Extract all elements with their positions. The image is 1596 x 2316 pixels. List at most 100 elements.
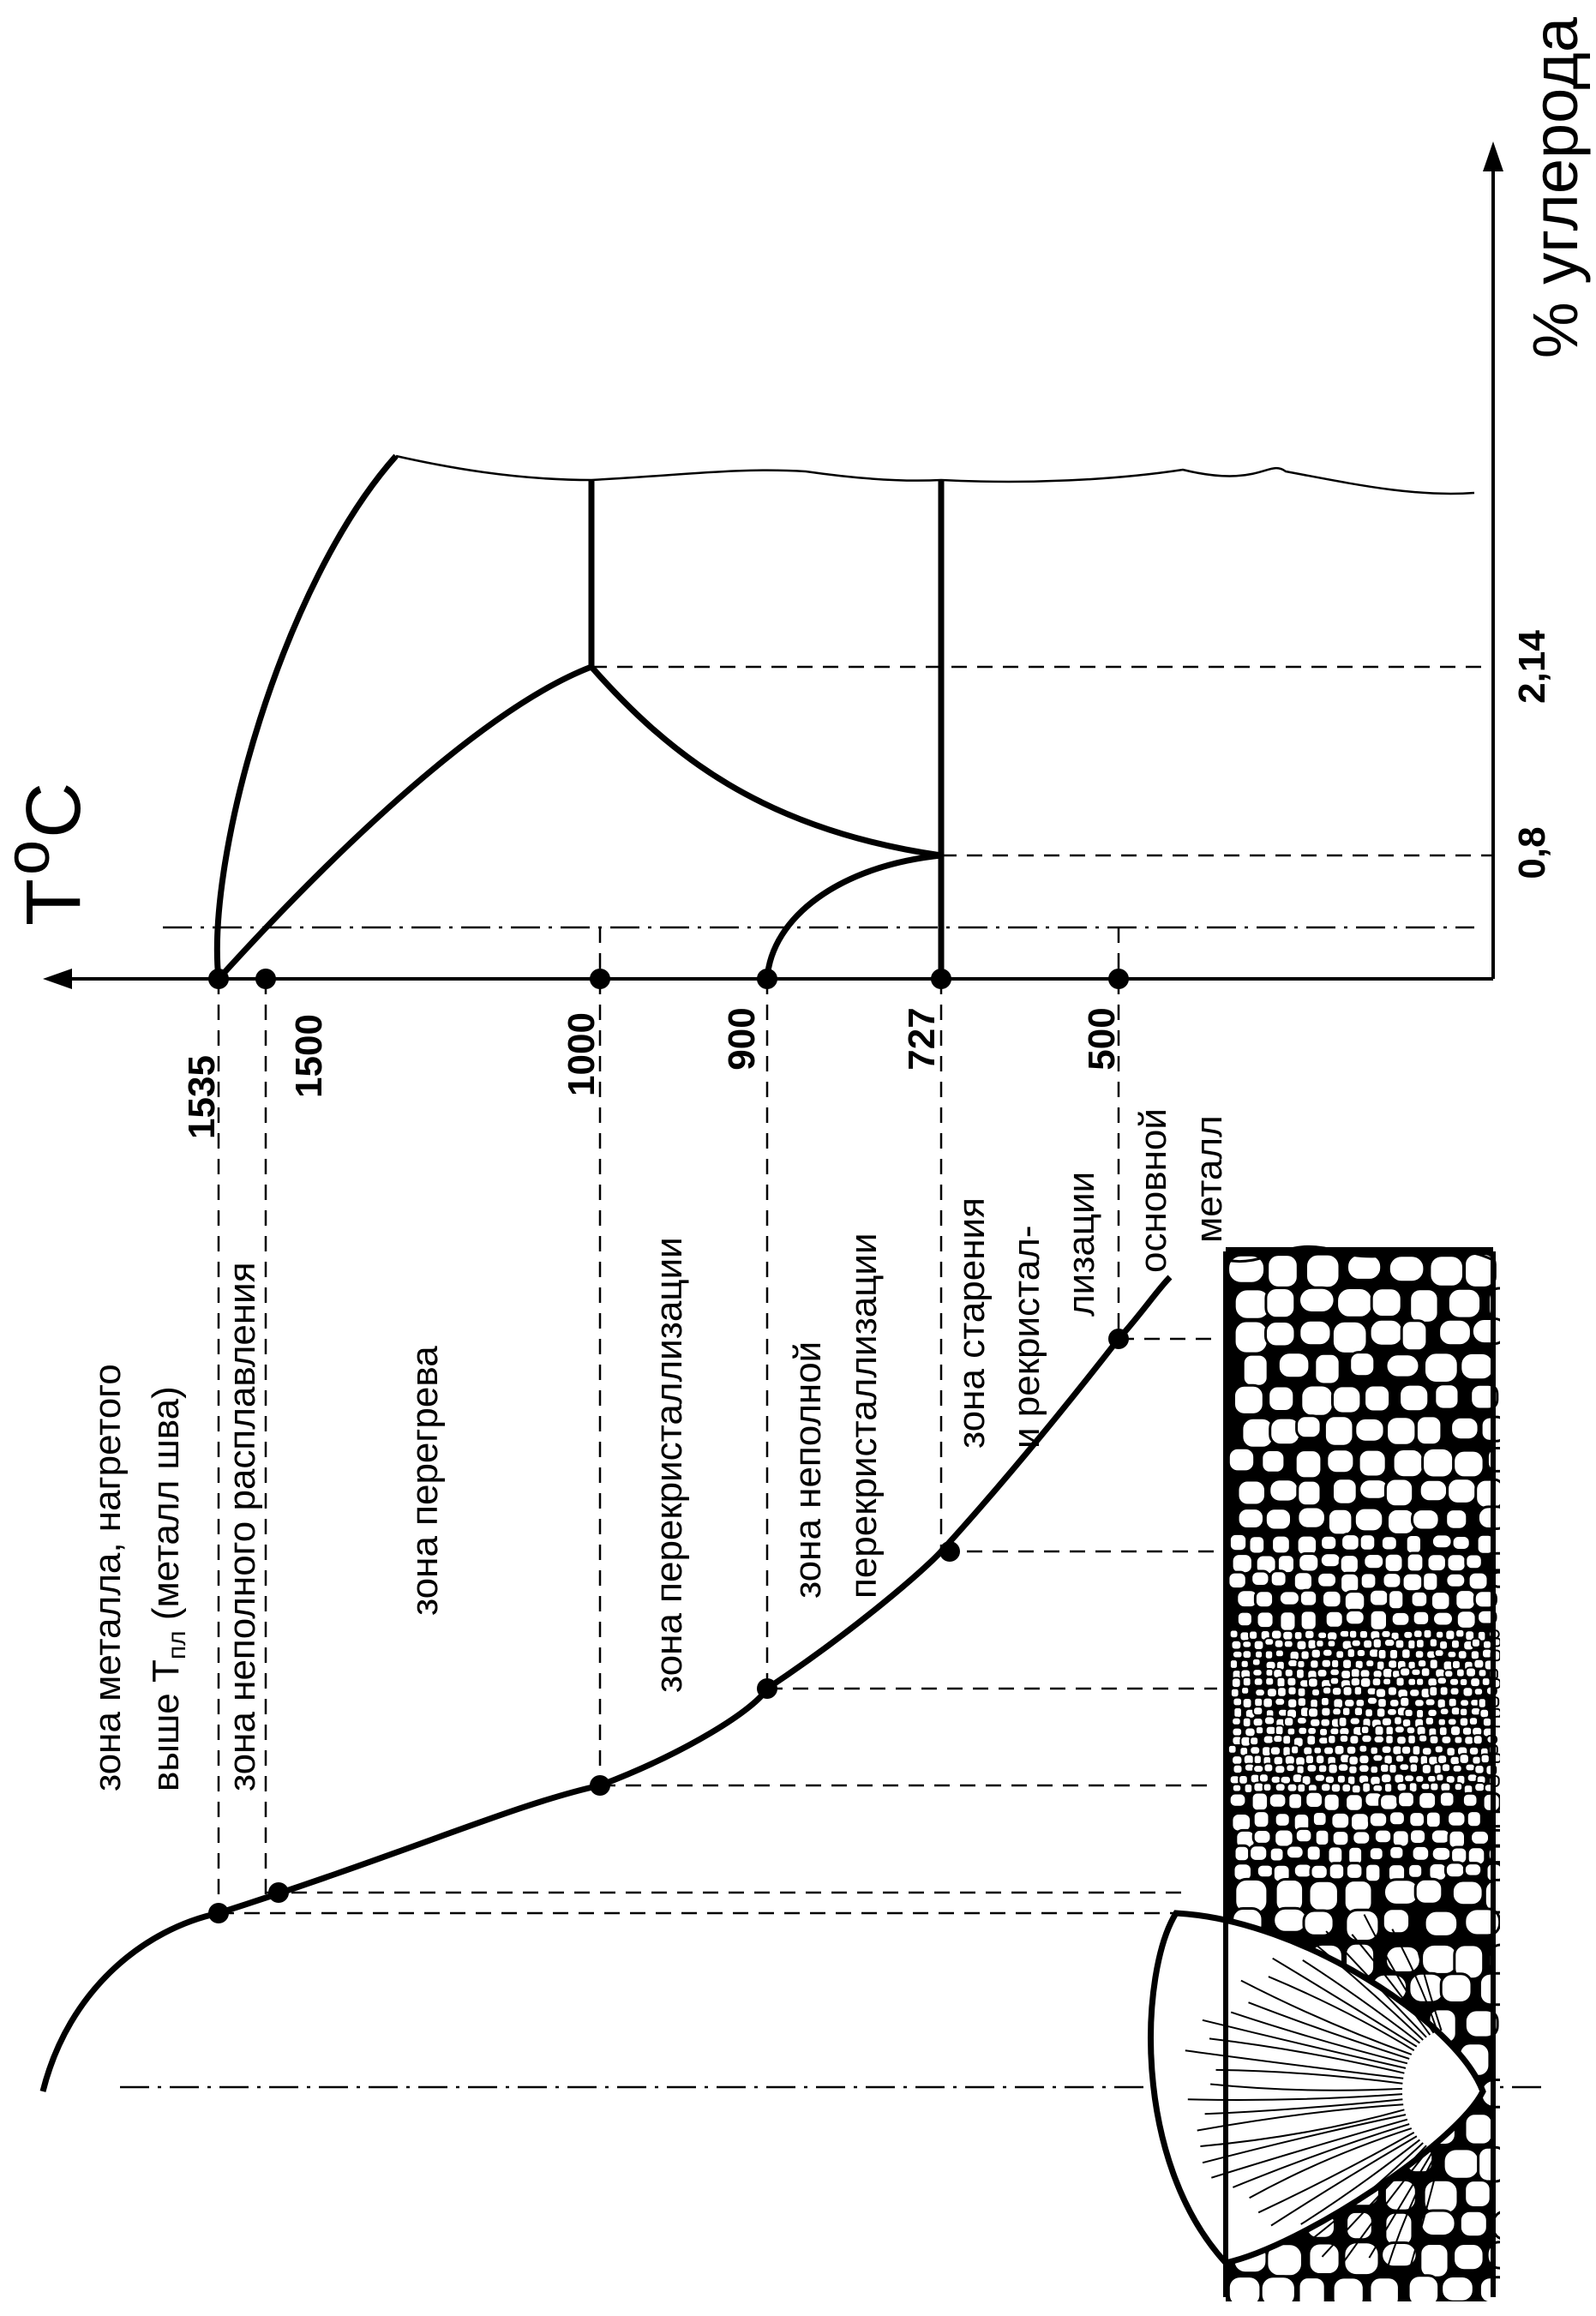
grain — [1464, 1552, 1484, 1571]
grain — [1244, 1726, 1257, 1738]
grain — [1436, 1697, 1447, 1710]
grain — [1364, 1862, 1383, 1884]
grain — [1389, 1648, 1399, 1660]
dendrite — [1310, 2142, 1424, 2241]
grain — [1281, 1734, 1293, 1746]
marker-curve-1000 — [590, 1775, 610, 1796]
grain — [1391, 1448, 1425, 1479]
grain — [1341, 1658, 1353, 1671]
grain — [1252, 1639, 1265, 1651]
grain — [1297, 1725, 1309, 1736]
grain — [1458, 1716, 1470, 1728]
grain — [1362, 1552, 1386, 1571]
grain — [1428, 1658, 1439, 1671]
grain — [1373, 1725, 1385, 1737]
tick-1000: 1000 — [561, 1012, 603, 1096]
grain — [1233, 1383, 1265, 1416]
grain — [1263, 1649, 1275, 1660]
grain — [1444, 1508, 1469, 1531]
grain — [1408, 1762, 1419, 1773]
zone-partial-recryst-line2: перекристаллизации — [843, 1233, 885, 1599]
grain — [1241, 1640, 1253, 1649]
tick-500: 500 — [1081, 1007, 1123, 1070]
grain — [1274, 1782, 1287, 1792]
grain — [1248, 1629, 1259, 1641]
carbon-tick-labels: 0,8 2,14 — [1511, 630, 1553, 879]
grain — [1369, 1764, 1379, 1775]
grain — [1437, 1790, 1456, 1809]
grain — [1419, 2242, 1450, 2279]
grain — [1335, 1649, 1346, 1660]
grain — [1262, 1696, 1274, 1709]
grain — [1311, 1810, 1329, 1828]
grain — [1423, 1351, 1460, 1385]
grain — [1467, 1570, 1490, 1592]
grain — [1264, 1668, 1275, 1677]
grain — [1322, 1647, 1334, 1658]
dendrite — [1209, 2037, 1405, 2074]
temperature-axis-title-text: ToC — [0, 783, 97, 926]
dendrite — [1272, 1957, 1418, 2048]
grain — [1299, 1609, 1318, 1632]
grain — [1230, 1552, 1254, 1575]
grain — [1340, 1669, 1353, 1680]
grain — [1305, 1252, 1341, 1290]
grain — [1381, 1907, 1412, 1935]
grain — [1322, 1791, 1341, 1813]
grain — [1317, 1630, 1329, 1641]
zone-recrystallization: зона перекристаллизации — [648, 1237, 690, 1693]
grain — [1474, 1478, 1500, 1509]
zone-partial-melting: зона неполного расплавления — [221, 1262, 263, 1791]
grain — [1372, 1734, 1385, 1744]
grain — [1262, 1734, 1275, 1745]
grain — [1319, 1533, 1339, 1551]
grain — [1380, 1773, 1393, 1785]
grain — [1329, 1667, 1341, 1677]
grain — [1241, 1676, 1252, 1688]
dendrite — [1268, 1976, 1415, 2051]
marker-axis-1535 — [208, 969, 229, 989]
grain — [1395, 1782, 1408, 1793]
grain — [1309, 1863, 1329, 1881]
dendrite — [1299, 1931, 1424, 2041]
transfer-lines — [120, 1337, 1543, 2089]
grain — [1236, 1507, 1265, 1530]
grain — [1341, 1685, 1353, 1697]
grain — [1342, 1879, 1374, 1915]
tick-900: 900 — [721, 1007, 763, 1070]
grain — [1274, 1648, 1285, 1659]
grain — [1445, 1552, 1467, 1574]
grain — [1399, 1666, 1412, 1677]
grain — [1251, 1809, 1271, 1830]
grain — [1254, 1725, 1265, 1736]
grain — [1408, 1287, 1440, 1324]
grain — [1357, 1448, 1388, 1479]
grain — [1386, 1685, 1398, 1697]
grain — [1276, 1351, 1311, 1380]
grain — [1354, 1698, 1366, 1708]
grain — [1420, 1746, 1433, 1756]
grain — [1401, 1744, 1413, 1755]
grain — [1343, 1698, 1356, 1708]
grain — [1263, 1715, 1276, 1726]
dendrite — [1407, 1911, 1443, 2031]
weld-dendrites — [1185, 1911, 1443, 2277]
grain — [1353, 1685, 1363, 1696]
grain — [1382, 1677, 1392, 1687]
grain — [1362, 1638, 1374, 1650]
grain — [1273, 1827, 1295, 1849]
grain — [1276, 1686, 1287, 1698]
dendrite — [1233, 2123, 1410, 2188]
grain — [1230, 1639, 1243, 1651]
grain — [1445, 1746, 1456, 1757]
liquidus-curve — [213, 453, 399, 980]
grain — [1282, 1639, 1294, 1649]
grain — [1307, 1707, 1320, 1719]
grain — [1413, 1877, 1444, 1905]
grain — [1263, 1762, 1275, 1773]
grain — [1235, 1610, 1254, 1629]
grain — [1312, 1745, 1323, 1755]
grain-structure — [1226, 1247, 1500, 2301]
